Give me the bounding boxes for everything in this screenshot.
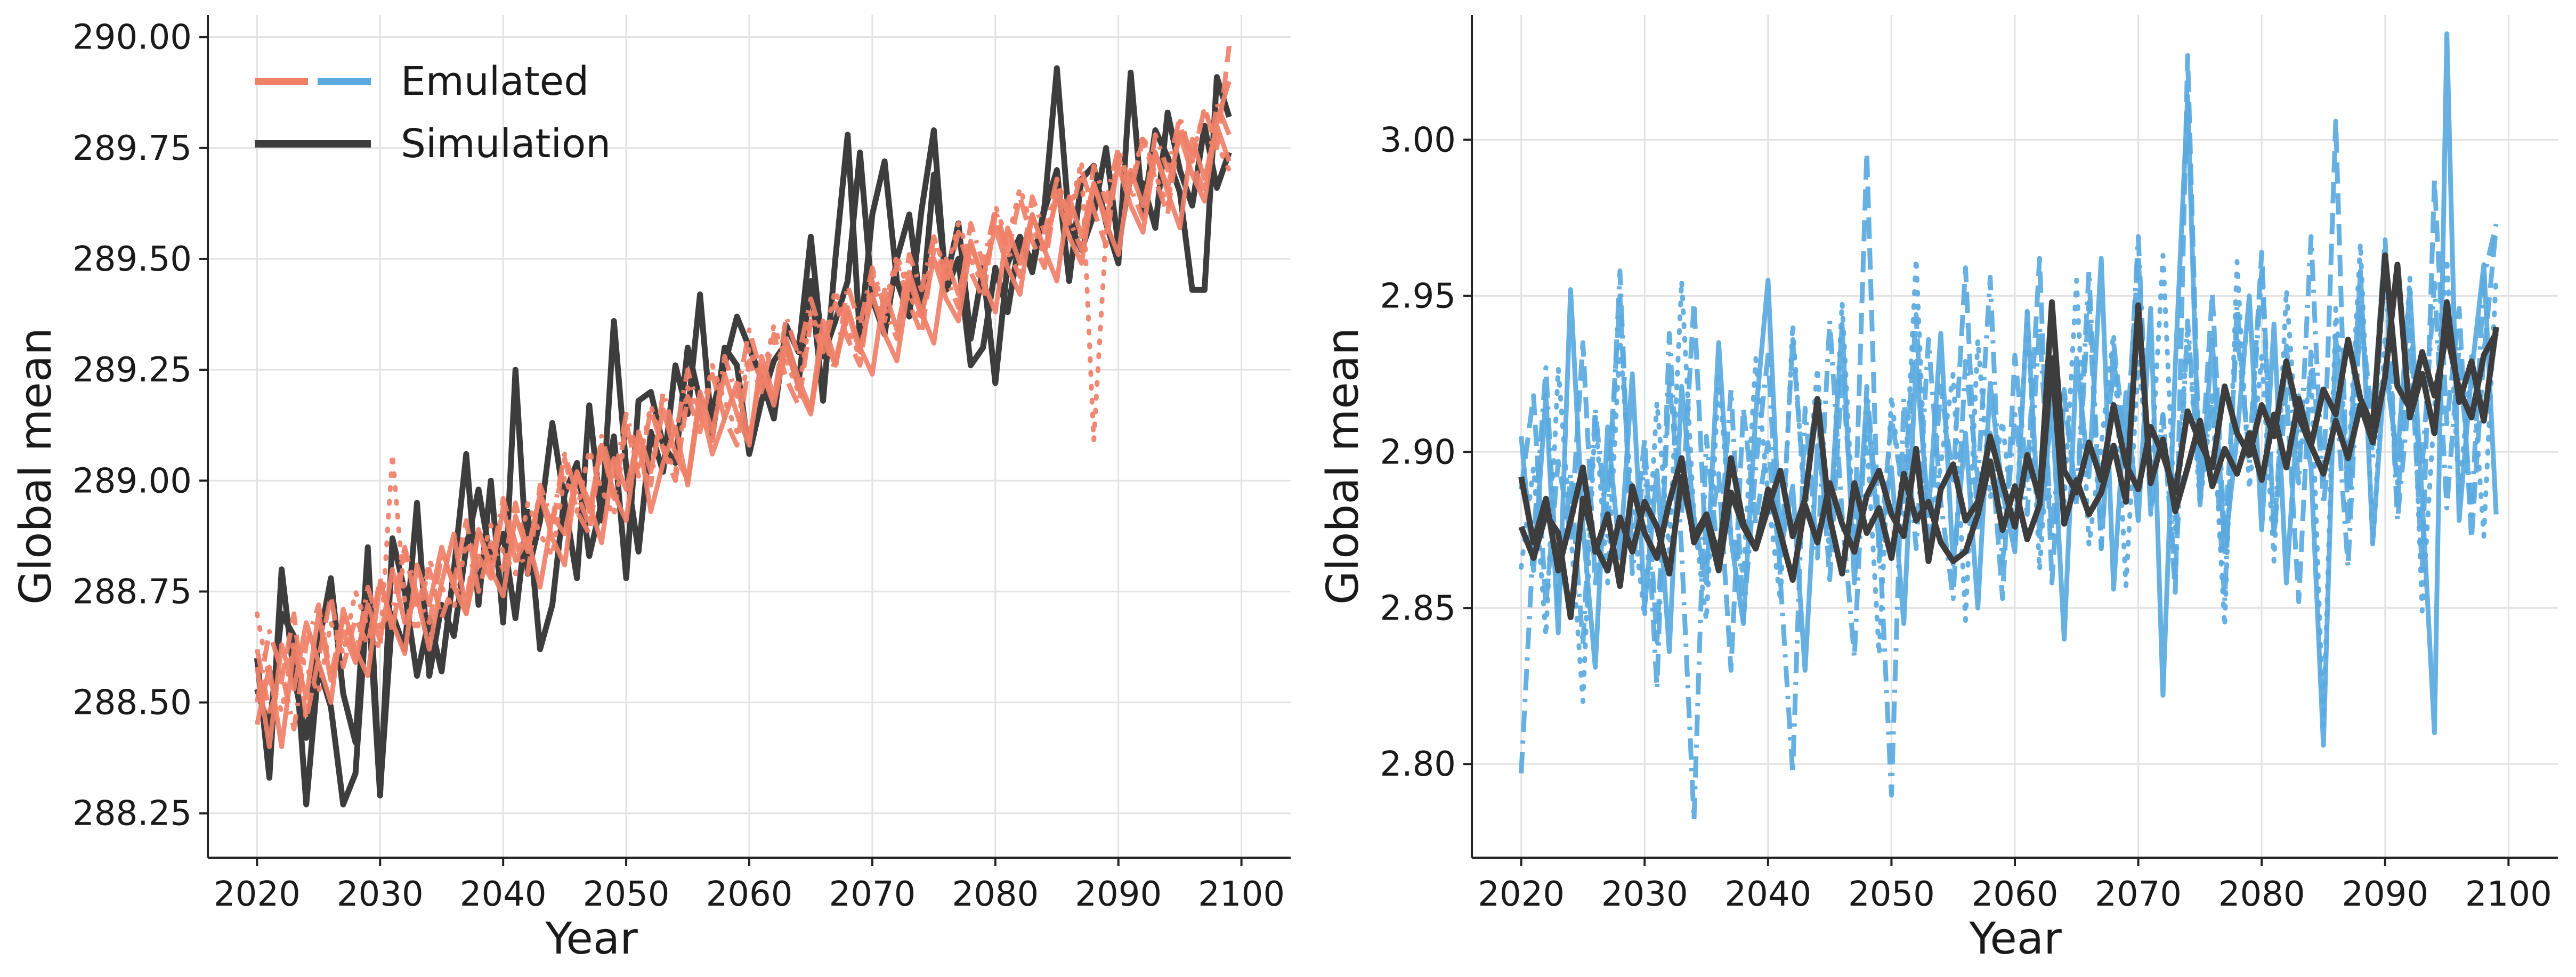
right-chart-panel: 2020 2030 2040 2050 2060 2070 2080 2090 2100 2.80… [1318,15,2558,964]
right-y-tick-label: 2.95 [1380,276,1456,316]
right-y-axis-label: Global mean [1318,328,1368,605]
right-x-axis-label: Year [1969,914,2062,964]
right-emulated-series-3 [1519,53,2499,673]
right-axes: 2020 2030 2040 2050 2060 2070 2080 2090 2100 2.80… [1380,15,2558,914]
legend-emulated-label: Emulated [401,59,589,104]
right-y-tick-label: 2.90 [1380,433,1456,472]
left-x-tick-label: 2020 [214,875,301,914]
left-y-tick-label: 288.25 [72,794,192,834]
right-simulation-series-1 [1518,252,2499,621]
left-emulated-series-4 [254,105,1232,714]
right-x-tick-label: 2050 [1848,875,1935,914]
left-y-tick-label: 288.75 [72,572,192,612]
left-y-tick-label: 289.25 [72,351,192,390]
left-y-tick-label: 288.50 [72,683,192,723]
right-y-tick-label: 3.00 [1380,120,1456,160]
left-x-axis-label: Year [545,914,638,964]
right-y-tick-label: 2.80 [1380,745,1456,784]
left-x-tick-label: 2050 [583,875,670,914]
left-emulated-lines [254,45,1232,750]
right-emulated-lines [1519,31,2499,823]
left-y-tick-label: 289.50 [72,240,192,279]
right-x-tick-label: 2070 [2095,875,2182,914]
left-chart-panel: 2020 2030 2040 2050 2060 2070 2080 2090 2100 288.… [11,15,1291,964]
left-x-tick-label: 2030 [337,875,424,914]
left-y-axis-label: Global mean [11,328,61,605]
left-x-tick-label: 2080 [952,875,1039,914]
right-x-tick-label: 2090 [2342,875,2428,914]
right-x-tick-label: 2060 [1972,875,2059,914]
right-x-tick-label: 2030 [1601,875,1688,914]
left-x-tick-label: 2060 [706,875,793,914]
right-x-tick-label: 2080 [2218,875,2305,914]
left-y-tick-label: 290.00 [72,18,192,58]
right-x-tick-label: 2040 [1724,875,1811,914]
left-y-tick-label: 289.75 [72,129,192,168]
right-y-tick-label: 2.85 [1380,589,1456,628]
right-x-tick-label: 2100 [2465,875,2552,914]
right-x-tick-label: 2020 [1478,875,1565,914]
right-grid [1472,15,2558,858]
legend-simulation-label: Simulation [401,121,611,167]
left-x-tick-label: 2100 [1198,875,1285,914]
left-x-tick-label: 2040 [460,875,547,914]
left-emulated-series-6 [254,123,1232,750]
left-x-tick-label: 2090 [1075,875,1162,914]
right-simulation-lines [1518,252,2499,621]
legend: Emulated Simulation [255,59,611,167]
left-y-tick-label: 289.00 [72,461,192,501]
left-axes: 2020 2030 2040 2050 2060 2070 2080 2090 2100 288.… [72,15,1291,914]
left-x-tick-label: 2070 [829,875,916,914]
